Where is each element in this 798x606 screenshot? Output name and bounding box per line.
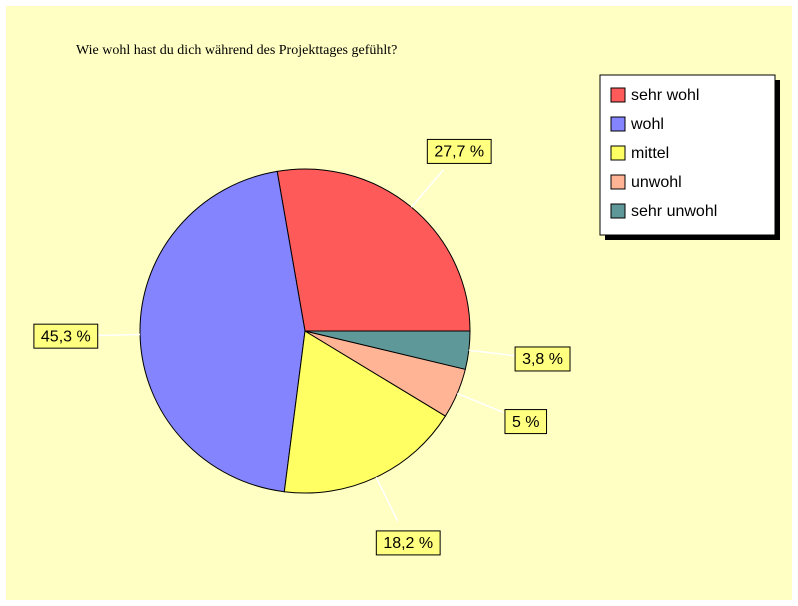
leader-line [90, 333, 141, 337]
legend-label: mittel [631, 145, 669, 162]
data-label-box [504, 409, 548, 435]
data-label: 3,8 % [522, 351, 563, 368]
legend-label: wohl [630, 116, 664, 133]
data-label-box [426, 138, 492, 164]
data-label: 27,7 % [434, 144, 484, 161]
legend-label: sehr wohl [631, 87, 699, 104]
legend-swatch [610, 116, 626, 132]
data-label: 18,2 % [383, 535, 433, 552]
legend [599, 74, 776, 236]
data-label: 45,3 % [41, 328, 91, 345]
leader-line [375, 476, 399, 522]
legend-swatch [610, 203, 626, 219]
legend-swatch [610, 87, 626, 103]
data-label-box [514, 346, 571, 372]
legend-label: unwohl [631, 174, 682, 191]
leader-line [468, 349, 519, 357]
legend-label: sehr unwohl [631, 203, 717, 220]
leader-line [456, 392, 504, 413]
legend-swatch [610, 174, 626, 190]
pie-slice [276, 168, 471, 332]
data-label-box [33, 323, 99, 349]
data-label: 5 % [512, 414, 540, 431]
legend-swatch [610, 145, 626, 161]
pie-slice [304, 330, 471, 370]
leader-line [410, 169, 444, 208]
data-label-box [375, 530, 441, 556]
chart-title: Wie wohl hast du dich während des Projek… [76, 43, 397, 58]
